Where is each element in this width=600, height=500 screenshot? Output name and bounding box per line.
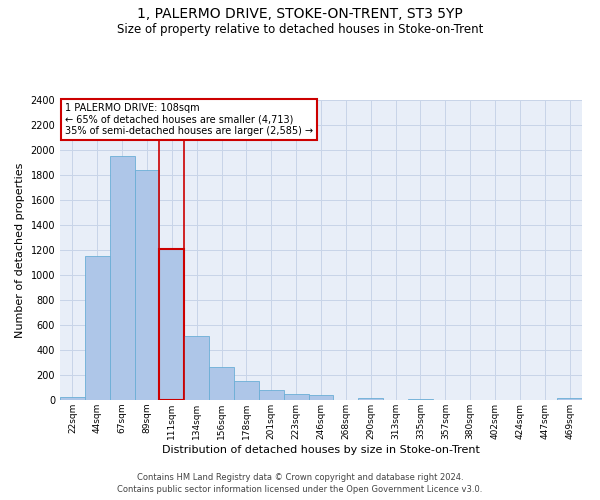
Bar [234, 380, 259, 400]
Bar [308, 395, 334, 400]
Text: 1, PALERMO DRIVE, STOKE-ON-TRENT, ST3 5YP: 1, PALERMO DRIVE, STOKE-ON-TRENT, ST3 5Y… [137, 8, 463, 22]
Bar [134, 170, 160, 400]
Bar [85, 256, 110, 400]
Y-axis label: Number of detached properties: Number of detached properties [15, 162, 25, 338]
Bar [110, 156, 134, 400]
Text: 1 PALERMO DRIVE: 108sqm
← 65% of detached houses are smaller (4,713)
35% of semi: 1 PALERMO DRIVE: 108sqm ← 65% of detache… [65, 103, 313, 136]
Bar [408, 398, 433, 400]
Text: Contains public sector information licensed under the Open Government Licence v3: Contains public sector information licen… [118, 485, 482, 494]
Bar [60, 396, 85, 400]
Bar [259, 390, 284, 400]
Bar [184, 336, 209, 400]
Bar [160, 248, 184, 400]
Text: Size of property relative to detached houses in Stoke-on-Trent: Size of property relative to detached ho… [117, 22, 483, 36]
X-axis label: Distribution of detached houses by size in Stoke-on-Trent: Distribution of detached houses by size … [162, 444, 480, 454]
Text: Contains HM Land Registry data © Crown copyright and database right 2024.: Contains HM Land Registry data © Crown c… [137, 472, 463, 482]
Bar [284, 394, 308, 400]
Bar [209, 367, 234, 400]
Bar [358, 398, 383, 400]
Bar [557, 398, 582, 400]
